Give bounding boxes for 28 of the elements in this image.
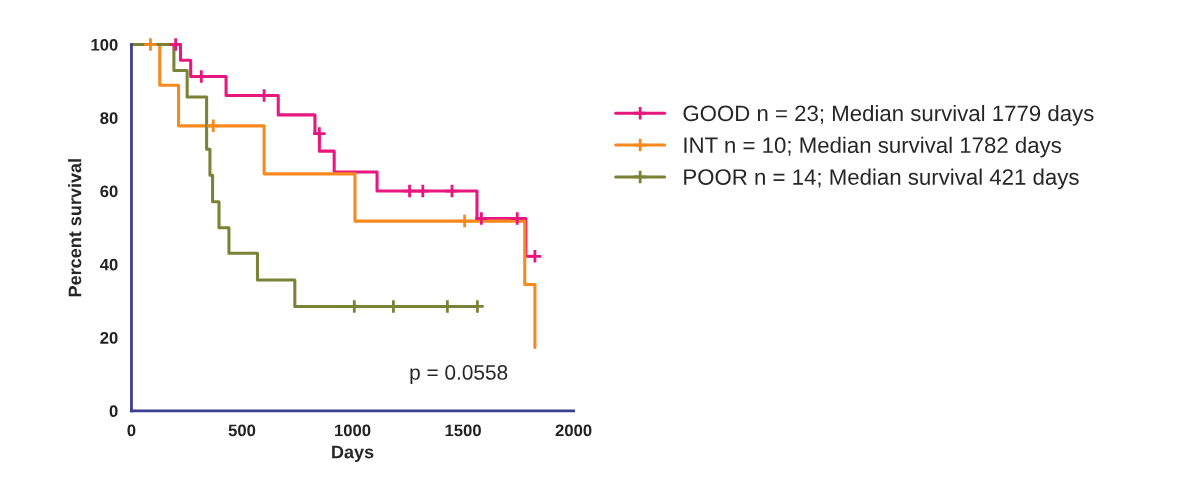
x-tick-label: 1500 bbox=[445, 424, 481, 437]
point bbox=[509, 210, 525, 227]
x-tick-label: 2000 bbox=[555, 424, 592, 437]
y-axis-title: Percent survival bbox=[68, 159, 82, 297]
point bbox=[473, 210, 490, 227]
x-axis-title: Days bbox=[332, 445, 374, 462]
point bbox=[311, 125, 327, 142]
point bbox=[168, 36, 184, 53]
point bbox=[142, 36, 159, 53]
legend-label: GOOD n = 23; Median survival 1779 days bbox=[683, 104, 1094, 126]
y-tick-label: 80 bbox=[100, 112, 118, 125]
y-tick-label: 100 bbox=[91, 38, 118, 51]
y-tick-label: 40 bbox=[99, 258, 118, 271]
point bbox=[415, 183, 431, 199]
point bbox=[205, 118, 221, 134]
annotation: p = 0.0558 bbox=[410, 365, 508, 384]
y-tick-label: 20 bbox=[100, 331, 118, 344]
legend-label: POOR n = 14; Median survival 421 days bbox=[684, 168, 1079, 190]
point bbox=[527, 248, 543, 264]
x-tick-label: 500 bbox=[228, 424, 256, 437]
y-tick-label: 0 bbox=[109, 405, 118, 418]
x-tick-label: 1000 bbox=[335, 424, 371, 437]
legend-label: INT n = 10; Median survival 1782 days bbox=[684, 136, 1062, 158]
y-tick-label: 60 bbox=[100, 185, 118, 198]
point bbox=[401, 183, 418, 199]
x-tick-label: 0 bbox=[127, 424, 136, 437]
point bbox=[444, 183, 460, 199]
point bbox=[456, 213, 473, 229]
